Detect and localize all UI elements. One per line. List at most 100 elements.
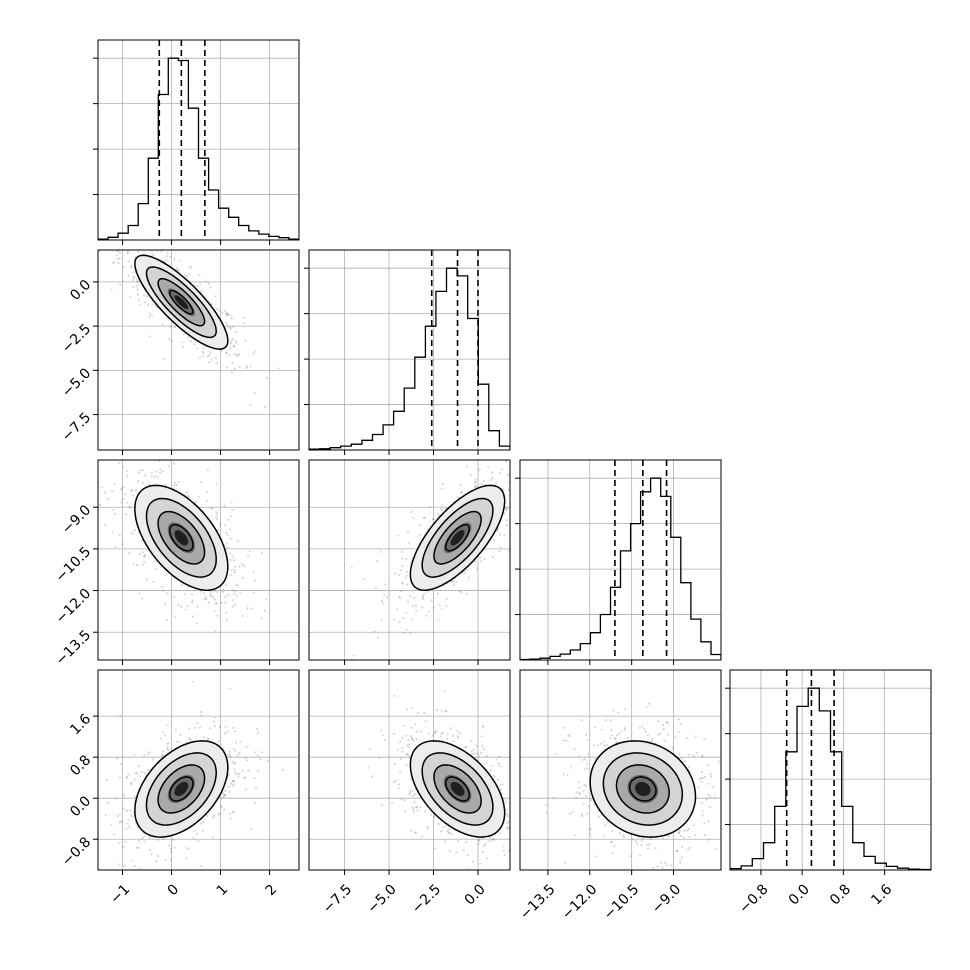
- sample-point: [149, 849, 152, 852]
- sample-point: [410, 618, 413, 621]
- sample-point: [232, 605, 235, 609]
- sample-point: [511, 499, 513, 501]
- sample-point: [220, 349, 223, 352]
- sample-point: [709, 795, 712, 798]
- sample-point: [380, 550, 383, 553]
- density-level: [635, 781, 651, 797]
- sample-point: [405, 708, 409, 711]
- sample-point: [227, 354, 230, 357]
- sample-point: [578, 755, 581, 758]
- contour-line: [444, 776, 471, 802]
- sample-point: [522, 488, 524, 490]
- sample-point: [205, 814, 208, 818]
- sample-point: [218, 725, 221, 729]
- sample-point: [252, 570, 256, 573]
- sample-point: [252, 591, 255, 594]
- sample-point: [202, 346, 205, 349]
- sample-point: [131, 441, 133, 443]
- sample-point: [676, 850, 680, 853]
- sample-point: [651, 737, 654, 741]
- sample-point: [688, 835, 691, 838]
- y-tick-label: −13.5: [53, 627, 95, 669]
- sample-point: [173, 257, 176, 260]
- sample-point: [526, 493, 528, 495]
- sample-point: [582, 789, 585, 792]
- sample-point: [128, 552, 131, 555]
- sample-point: [238, 365, 241, 368]
- sample-point: [426, 825, 429, 829]
- sample-point: [422, 516, 425, 520]
- sample-point: [131, 278, 134, 281]
- sample-point: [451, 734, 454, 738]
- sample-point: [190, 593, 194, 596]
- sample-point: [415, 831, 418, 834]
- sample-point: [492, 538, 495, 541]
- panel-frame: [308, 249, 511, 451]
- sample-point: [197, 839, 200, 842]
- sample-point: [198, 356, 202, 359]
- sample-point: [213, 598, 216, 601]
- sample-point: [512, 503, 514, 505]
- sample-point: [225, 352, 228, 355]
- sample-point: [135, 846, 139, 849]
- sample-point: [140, 770, 143, 774]
- sample-point: [223, 808, 226, 811]
- sample-point: [202, 592, 205, 595]
- sample-point: [499, 784, 502, 787]
- sample-point: [210, 595, 213, 598]
- sample-point: [492, 774, 495, 777]
- sample-point: [169, 325, 172, 328]
- sample-point: [239, 740, 242, 743]
- sample-point: [243, 565, 246, 568]
- sample-point: [380, 729, 383, 732]
- sample-point: [405, 628, 408, 631]
- sample-point: [231, 779, 234, 783]
- sample-point: [254, 751, 257, 754]
- histogram-panel-p2: [515, 459, 722, 665]
- sample-point: [129, 782, 132, 785]
- sample-point: [715, 848, 718, 851]
- density-level: [174, 781, 189, 796]
- sample-point: [120, 487, 123, 490]
- sample-point: [100, 455, 102, 457]
- sample-point: [227, 754, 230, 757]
- sample-point: [232, 748, 236, 751]
- sample-point: [216, 528, 220, 531]
- sample-point: [426, 827, 429, 830]
- sample-point: [445, 709, 448, 713]
- x-tick-label: −9.0: [649, 881, 684, 916]
- sample-point: [260, 617, 263, 620]
- sample-point: [225, 351, 228, 355]
- sample-point: [138, 592, 141, 595]
- sample-point: [145, 295, 149, 298]
- sample-point: [214, 630, 217, 633]
- sample-point: [452, 740, 456, 743]
- sample-point: [410, 726, 413, 729]
- sample-point: [638, 726, 641, 730]
- sample-point: [511, 872, 513, 874]
- sample-point: [565, 739, 568, 742]
- sample-point: [105, 778, 108, 782]
- sample-point: [217, 740, 220, 743]
- sample-point: [122, 265, 125, 269]
- sample-point: [703, 822, 706, 825]
- sample-point: [256, 769, 259, 772]
- sample-point: [397, 573, 400, 577]
- sample-point: [556, 886, 558, 888]
- sample-point: [224, 794, 227, 797]
- sample-point: [201, 829, 204, 832]
- sample-point: [127, 773, 130, 776]
- sample-point: [698, 777, 701, 780]
- sample-point: [139, 303, 142, 306]
- sample-point: [183, 274, 186, 277]
- sample-point: [413, 793, 416, 796]
- sample-point: [489, 769, 492, 772]
- sample-point: [125, 501, 128, 504]
- sample-point: [266, 759, 269, 762]
- sample-point: [661, 866, 664, 869]
- sample-point: [195, 832, 198, 836]
- sample-point: [459, 731, 462, 735]
- sample-point: [419, 806, 422, 809]
- sample-point: [414, 723, 417, 726]
- sample-point: [701, 810, 704, 813]
